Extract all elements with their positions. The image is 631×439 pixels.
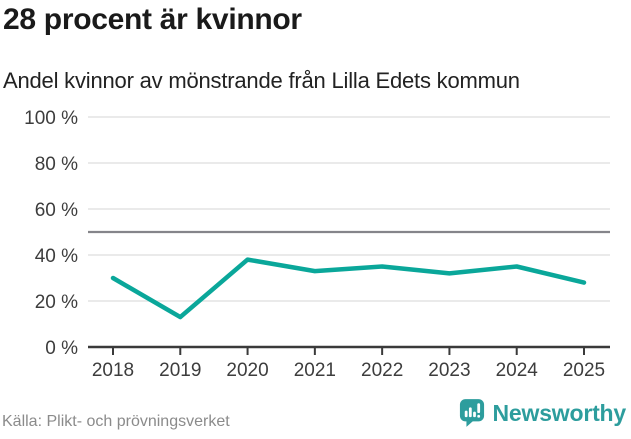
brand-name: Newsworthy <box>492 399 627 426</box>
svg-text:2019: 2019 <box>159 360 201 381</box>
source-note: Källa: Plikt- och prövningsverket <box>2 413 230 430</box>
svg-text:100 %: 100 % <box>24 108 78 129</box>
line-chart: 2018 2019 2020 2021 2022 2023 2024 2025 0 % 20 % 4… <box>24 108 610 381</box>
newsworthy-logo: Newsworthy <box>459 398 626 428</box>
svg-text:20 %: 20 % <box>35 292 78 313</box>
page-title: 28 procent är kvinnor <box>3 3 302 36</box>
svg-text:40 %: 40 % <box>35 246 78 267</box>
svg-text:2020: 2020 <box>226 360 268 381</box>
svg-text:0 %: 0 % <box>45 338 78 359</box>
svg-text:2022: 2022 <box>361 360 403 381</box>
svg-text:2025: 2025 <box>563 360 605 381</box>
svg-text:80 %: 80 % <box>35 154 78 175</box>
svg-text:2021: 2021 <box>294 360 336 381</box>
chart-subtitle: Andel kvinnor av mönstrande från Lilla E… <box>3 68 520 93</box>
svg-text:2024: 2024 <box>496 360 539 381</box>
newsworthy-bubble-chart-icon <box>459 399 484 427</box>
svg-text:2023: 2023 <box>428 360 470 381</box>
svg-text:2018: 2018 <box>92 360 134 381</box>
svg-text:60 %: 60 % <box>35 200 78 221</box>
